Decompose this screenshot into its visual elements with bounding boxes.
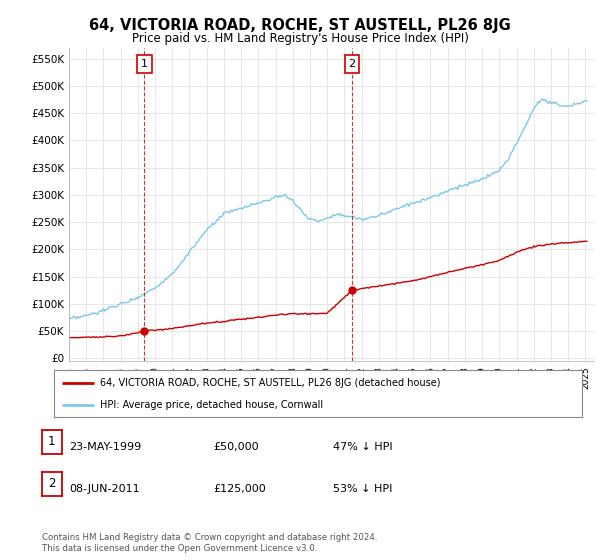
Text: 64, VICTORIA ROAD, ROCHE, ST AUSTELL, PL26 8JG (detached house): 64, VICTORIA ROAD, ROCHE, ST AUSTELL, PL… <box>100 378 441 388</box>
Text: 47% ↓ HPI: 47% ↓ HPI <box>333 442 392 452</box>
Text: HPI: Average price, detached house, Cornwall: HPI: Average price, detached house, Corn… <box>100 400 323 410</box>
Text: Price paid vs. HM Land Registry's House Price Index (HPI): Price paid vs. HM Land Registry's House … <box>131 32 469 45</box>
Text: 1: 1 <box>141 59 148 69</box>
Text: 64, VICTORIA ROAD, ROCHE, ST AUSTELL, PL26 8JG: 64, VICTORIA ROAD, ROCHE, ST AUSTELL, PL… <box>89 18 511 33</box>
Text: £50,000: £50,000 <box>213 442 259 452</box>
Text: 08-JUN-2011: 08-JUN-2011 <box>69 484 140 494</box>
Text: 2: 2 <box>48 477 56 491</box>
Text: Contains HM Land Registry data © Crown copyright and database right 2024.
This d: Contains HM Land Registry data © Crown c… <box>42 533 377 553</box>
Text: 1: 1 <box>48 435 56 449</box>
Text: 53% ↓ HPI: 53% ↓ HPI <box>333 484 392 494</box>
Text: £125,000: £125,000 <box>213 484 266 494</box>
Text: 2: 2 <box>349 59 356 69</box>
Text: 23-MAY-1999: 23-MAY-1999 <box>69 442 141 452</box>
